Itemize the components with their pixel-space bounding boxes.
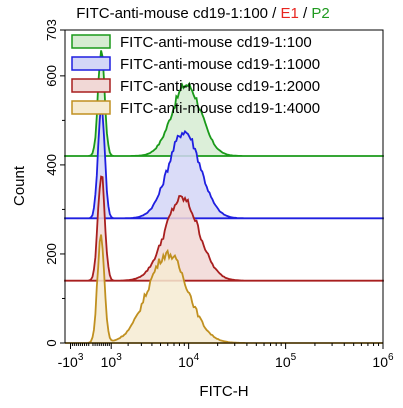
x-tick-label: 104 — [178, 352, 200, 370]
title-part-1: E1 — [281, 5, 299, 22]
y-tick-label: 200 — [44, 243, 59, 265]
x-tick-label: -103 — [58, 352, 84, 370]
histogram-series-3 — [65, 234, 383, 344]
legend: FITC-anti-mouse cd19-1:100 FITC-anti-mous… — [71, 34, 320, 117]
legend-swatch-3 — [71, 100, 111, 115]
histogram-series-2 — [64, 175, 384, 282]
legend-swatch-0 — [71, 34, 111, 49]
x-axis-label: FITC-H — [199, 383, 248, 400]
y-tick-label: 703 — [44, 19, 59, 41]
x-tick-label: 105 — [275, 352, 297, 370]
title-part-0: FITC-anti-mouse cd19-1:100 / — [76, 5, 280, 22]
x-tick-label: 106 — [372, 352, 394, 370]
x-axis: -103 103 104 105 106 — [58, 343, 394, 370]
y-axis-label: Count — [11, 165, 28, 206]
histogram-series-0 — [64, 50, 384, 157]
histogram-series-1 — [64, 102, 384, 220]
chart-title: FITC-anti-mouse cd19-1:100 / E1 / P2 — [76, 5, 330, 22]
legend-label-2: FITC-anti-mouse cd19-1:2000 — [120, 78, 320, 95]
legend-label-1: FITC-anti-mouse cd19-1:1000 — [120, 56, 320, 73]
x-tick-label: 103 — [101, 352, 123, 370]
plot-frame — [64, 29, 384, 344]
title-part-2: / — [299, 5, 312, 22]
title-part-3: P2 — [311, 5, 329, 22]
legend-swatch-2 — [71, 78, 111, 93]
y-axis: 0 200 400 600 703 — [44, 19, 65, 347]
legend-swatch-1 — [71, 56, 111, 71]
y-tick-label: 0 — [44, 339, 59, 346]
y-tick-label: 600 — [44, 65, 59, 87]
y-tick-label: 400 — [44, 154, 59, 176]
legend-label-0: FITC-anti-mouse cd19-1:100 — [120, 34, 312, 51]
legend-label-3: FITC-anti-mouse cd19-1:4000 — [120, 100, 320, 117]
